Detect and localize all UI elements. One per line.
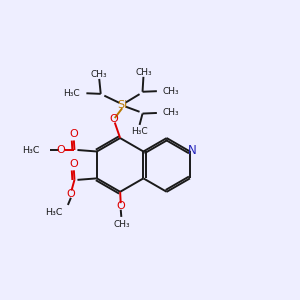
Text: CH₃: CH₃ xyxy=(163,87,179,96)
Text: H₃C: H₃C xyxy=(130,127,147,136)
Text: O: O xyxy=(57,145,65,155)
Text: O: O xyxy=(109,114,118,124)
Text: H₃C: H₃C xyxy=(63,89,80,98)
Text: H₃C: H₃C xyxy=(45,208,62,217)
Text: CH₃: CH₃ xyxy=(135,68,152,77)
Text: N: N xyxy=(188,144,197,157)
Text: O: O xyxy=(116,201,125,211)
Text: O: O xyxy=(69,130,78,140)
Text: Si: Si xyxy=(117,100,128,110)
Text: CH₃: CH₃ xyxy=(163,109,179,118)
Text: O: O xyxy=(67,189,75,199)
Text: CH₃: CH₃ xyxy=(91,70,107,79)
Text: O: O xyxy=(69,159,78,169)
Text: H₃C: H₃C xyxy=(22,146,40,154)
Text: CH₃: CH₃ xyxy=(113,220,130,229)
